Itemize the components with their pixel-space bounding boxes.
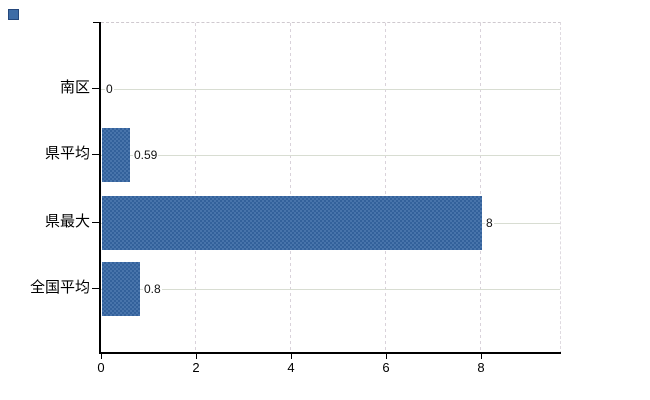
category-label-県平均: 県平均 [44,145,90,162]
category-label-全国平均: 全国平均 [29,279,90,296]
category-label-南区: 南区 [59,79,90,96]
bar-全国平均 [102,262,140,316]
horizontal-gridline [101,289,560,290]
vertical-gridline-2 [195,23,196,354]
bar-value-label: 0 [105,82,114,96]
x-tick-label-6: 6 [382,360,390,375]
bar-value-label: 0.59 [133,148,159,162]
category-label-県最大: 県最大 [44,213,90,230]
y-axis-line [99,22,101,354]
plot-area: 0 0.59 8 0.8 [101,22,561,354]
series-legend-swatch-icon [8,9,19,20]
y-axis-tick [92,154,100,155]
bar-value-label: 0.8 [143,282,162,296]
horizontal-gridline [101,89,560,90]
y-axis-top-tick [93,22,100,23]
vertical-gridline-6 [385,23,386,354]
x-tick-label-4: 4 [287,360,295,375]
x-axis-tick [291,354,292,359]
y-axis-tick [92,88,100,89]
x-tick-label-2: 2 [192,360,200,375]
vertical-gridline-8 [480,23,481,354]
y-axis-tick [92,288,100,289]
bar-value-label: 8 [485,216,494,230]
vertical-gridline-4 [290,23,291,354]
x-tick-label-0: 0 [97,360,105,375]
y-axis-tick [92,222,100,223]
horizontal-gridline [101,155,560,156]
x-axis-tick [386,354,387,359]
x-axis-line [99,352,561,354]
x-axis-tick [481,354,482,359]
x-axis-tick [196,354,197,359]
bar-県平均 [102,128,130,182]
x-axis-tick [101,354,102,359]
bar-県最大 [102,196,482,250]
x-tick-label-8: 8 [477,360,485,375]
